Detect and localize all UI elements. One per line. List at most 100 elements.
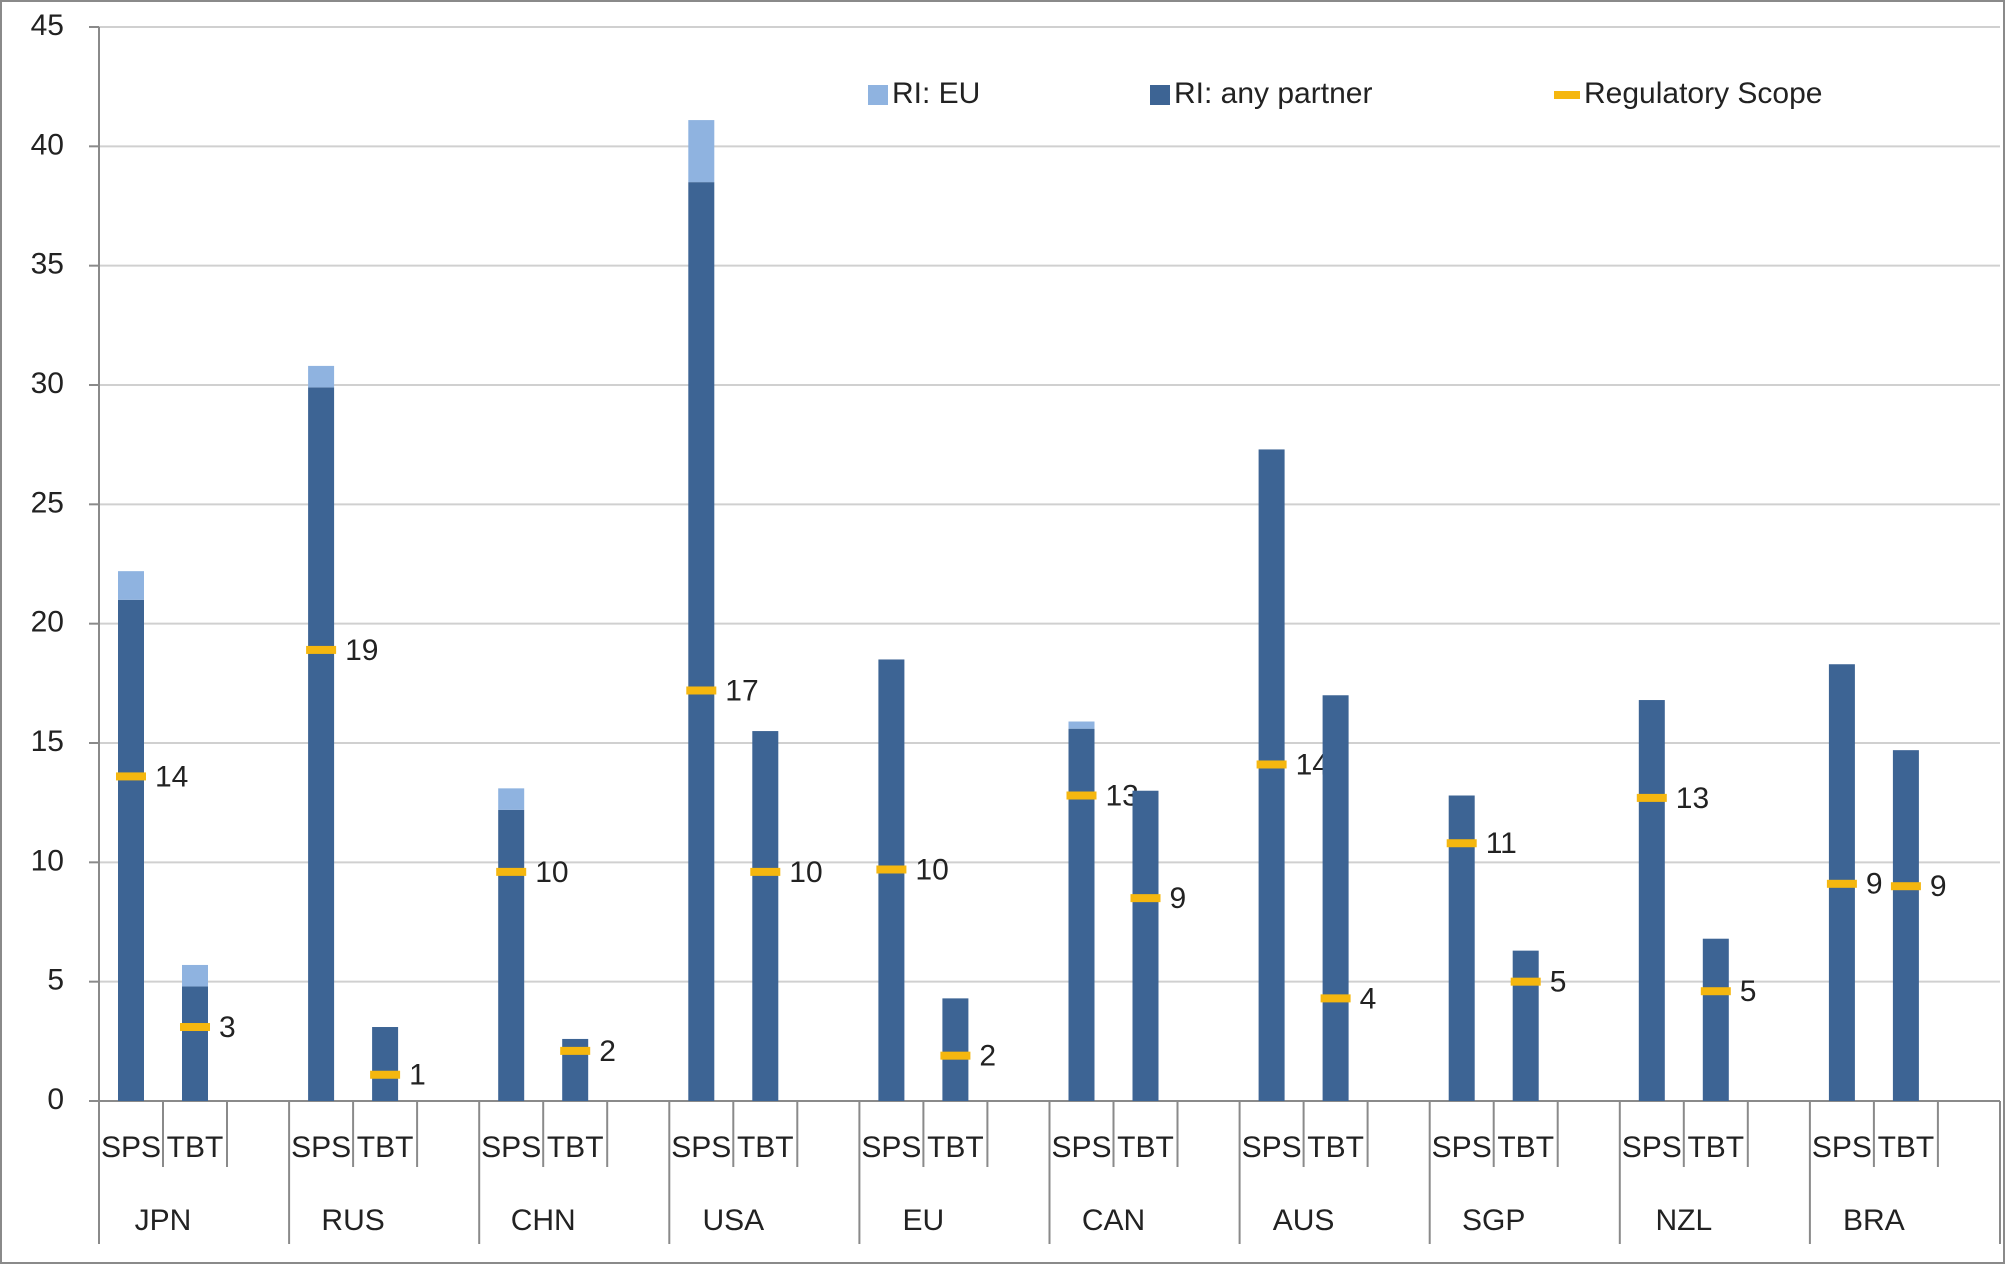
bar xyxy=(182,986,208,1101)
data-label: 4 xyxy=(1360,982,1377,1015)
scope-marker xyxy=(306,645,337,654)
x-tick-label: TBT xyxy=(1497,1131,1554,1164)
bar xyxy=(308,365,335,388)
x-tick-label: TBT xyxy=(357,1131,414,1164)
group-label: USA xyxy=(702,1204,764,1237)
bar xyxy=(1258,449,1285,1101)
data-label: 10 xyxy=(915,853,948,886)
scope-marker xyxy=(1066,791,1097,800)
bar xyxy=(1638,700,1665,1101)
legend-swatch xyxy=(1554,91,1580,99)
x-tick-label: TBT xyxy=(737,1131,794,1164)
scope-marker xyxy=(1700,987,1731,996)
group-label: JPN xyxy=(135,1204,192,1237)
data-label: 11 xyxy=(1486,827,1517,860)
y-tick-label: 0 xyxy=(47,1083,64,1116)
bar xyxy=(118,599,144,1101)
bar xyxy=(752,731,779,1101)
data-label: 2 xyxy=(979,1040,996,1073)
y-tick-label: 25 xyxy=(31,486,64,519)
bar xyxy=(182,964,208,987)
scope-marker xyxy=(1256,760,1287,769)
x-tick-label: SPS xyxy=(1812,1131,1872,1164)
scope-marker xyxy=(1826,879,1857,888)
y-tick-label: 35 xyxy=(31,248,64,281)
data-label: 1 xyxy=(409,1059,426,1092)
scope-marker xyxy=(940,1051,971,1060)
x-tick-label: SPS xyxy=(291,1131,351,1164)
y-tick-label: 5 xyxy=(47,964,64,997)
x-tick-label: SPS xyxy=(861,1131,921,1164)
bar xyxy=(688,182,715,1102)
bar xyxy=(1068,728,1095,1101)
bar xyxy=(688,120,715,183)
x-tick-label: TBT xyxy=(1307,1131,1364,1164)
scope-marker xyxy=(1510,977,1541,986)
data-label: 5 xyxy=(1550,966,1567,999)
scope-marker xyxy=(1130,894,1161,903)
scope-marker xyxy=(370,1070,401,1079)
bar xyxy=(1702,938,1729,1101)
y-tick-label: 15 xyxy=(31,725,64,758)
data-label: 10 xyxy=(789,856,822,889)
legend-label: RI: EU xyxy=(892,77,980,110)
x-tick-label: TBT xyxy=(547,1131,604,1164)
bar xyxy=(878,659,905,1101)
group-label: CHN xyxy=(511,1204,576,1237)
y-tick-label: 20 xyxy=(31,606,64,639)
legend-label: RI: any partner xyxy=(1174,77,1372,110)
x-tick-label: TBT xyxy=(1878,1131,1935,1164)
x-tick-label: TBT xyxy=(927,1131,984,1164)
bar xyxy=(308,387,335,1101)
bar xyxy=(1512,950,1539,1101)
bar xyxy=(942,998,969,1101)
bar xyxy=(1068,721,1095,729)
scope-marker xyxy=(1320,994,1351,1003)
bar xyxy=(1892,750,1919,1101)
x-tick-label: SPS xyxy=(101,1131,161,1164)
data-label: 13 xyxy=(1676,782,1709,815)
group-label: NZL xyxy=(1655,1204,1712,1237)
data-label: 19 xyxy=(345,634,378,667)
data-label: 3 xyxy=(219,1011,236,1044)
bar xyxy=(1132,790,1159,1101)
legend-swatch xyxy=(1150,85,1170,105)
scope-marker xyxy=(1446,839,1477,848)
data-label: 9 xyxy=(1930,870,1947,903)
group-label: BRA xyxy=(1843,1204,1905,1237)
data-label: 10 xyxy=(535,856,568,889)
scope-marker xyxy=(180,1023,210,1032)
scope-marker xyxy=(1890,882,1921,891)
bar xyxy=(498,809,525,1101)
scope-marker xyxy=(116,772,146,781)
scope-marker xyxy=(876,865,907,874)
scope-marker xyxy=(686,686,717,695)
x-tick-label: TBT xyxy=(167,1131,224,1164)
group-label: RUS xyxy=(321,1204,384,1237)
data-label: 2 xyxy=(599,1035,616,1068)
group-label: EU xyxy=(903,1204,945,1237)
data-label: 5 xyxy=(1740,975,1757,1008)
x-tick-label: SPS xyxy=(1051,1131,1111,1164)
bar xyxy=(372,1027,399,1101)
x-tick-label: SPS xyxy=(1242,1131,1302,1164)
y-tick-label: 45 xyxy=(31,9,64,42)
y-tick-label: 10 xyxy=(31,844,64,877)
data-label: 9 xyxy=(1170,882,1187,915)
data-label: 17 xyxy=(725,674,758,707)
y-tick-label: 30 xyxy=(31,367,64,400)
scope-marker xyxy=(750,867,781,876)
bar xyxy=(118,571,144,600)
scope-marker xyxy=(496,867,527,876)
x-tick-label: TBT xyxy=(1117,1131,1174,1164)
y-tick-label: 40 xyxy=(31,128,64,161)
bar xyxy=(1322,695,1349,1101)
x-tick-label: SPS xyxy=(1432,1131,1492,1164)
data-label: 14 xyxy=(155,760,188,793)
group-label: AUS xyxy=(1273,1204,1335,1237)
legend-swatch xyxy=(868,85,888,105)
group-label: SGP xyxy=(1462,1204,1525,1237)
x-tick-label: TBT xyxy=(1687,1131,1744,1164)
